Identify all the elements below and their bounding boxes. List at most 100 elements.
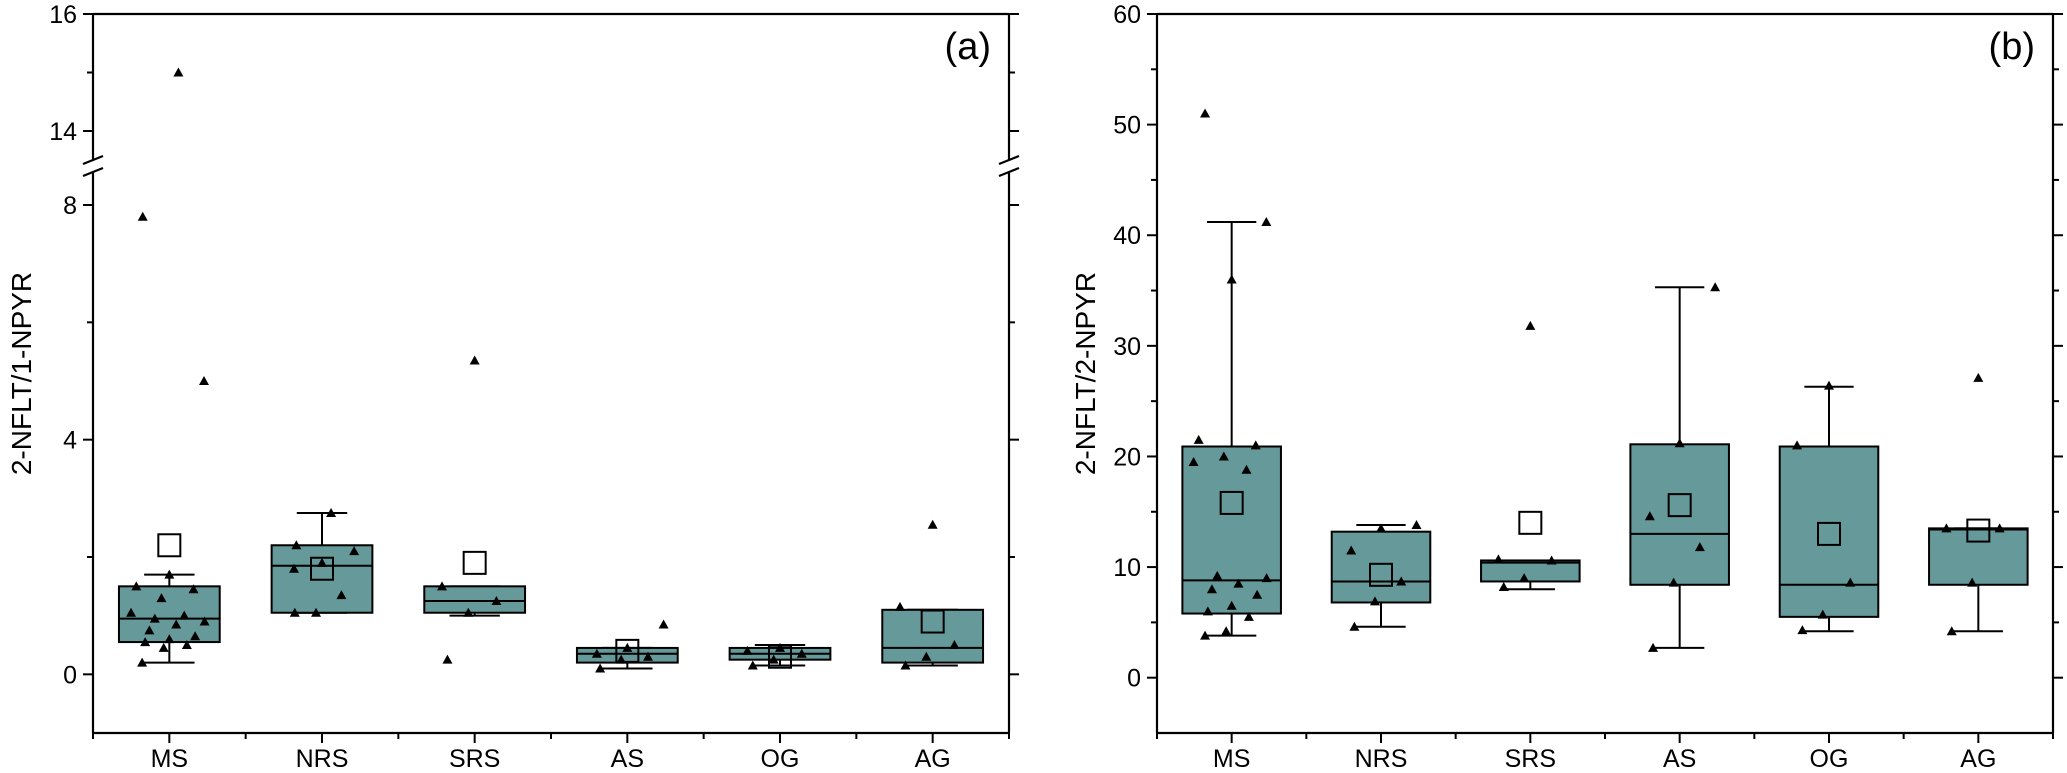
mean-marker (1966, 518, 1991, 543)
data-point (1519, 573, 1530, 583)
data-point (591, 648, 602, 658)
data-point (1233, 578, 1244, 588)
data-point (1498, 581, 1509, 591)
data-point (156, 593, 167, 603)
data-point (1202, 606, 1213, 616)
data-point (895, 601, 906, 611)
x-tick-label-srs: SRS (1505, 745, 1556, 773)
panel-label: (a) (945, 26, 991, 68)
data-point (437, 581, 448, 591)
data-point (1218, 451, 1229, 461)
mean-marker (1518, 510, 1543, 535)
data-point (1792, 440, 1803, 450)
data-point (1241, 464, 1252, 474)
data-point (1243, 611, 1254, 621)
data-point (1250, 440, 1261, 450)
data-point (595, 663, 606, 673)
panel-label: (b) (1989, 26, 2035, 68)
box-iqr (1181, 445, 1282, 615)
data-point (1817, 609, 1828, 619)
data-point (198, 376, 209, 385)
data-point (1648, 642, 1659, 652)
data-point (137, 657, 148, 667)
data-point (173, 67, 184, 77)
data-point (326, 508, 337, 517)
box-group-og (728, 642, 832, 670)
y-tick-label: 40 (1113, 222, 1141, 250)
y-axis-label: 2-NFLT/1-NPYR (6, 272, 37, 475)
x-tick-label-ag: AG (915, 745, 951, 773)
data-point (188, 584, 199, 594)
mean-marker (310, 556, 334, 581)
box-group-srs (1480, 320, 1581, 591)
data-point (140, 637, 151, 647)
data-point (1396, 576, 1407, 586)
mean-marker (1667, 493, 1692, 518)
data-point (1226, 274, 1237, 284)
data-point (144, 625, 155, 635)
box-group-ms (1181, 108, 1282, 640)
data-point (1349, 621, 1360, 631)
mean-marker (1817, 521, 1841, 546)
mean-marker (615, 638, 640, 663)
data-point (1226, 600, 1237, 610)
box-group-as (1629, 282, 1730, 652)
box-iqr (1480, 559, 1581, 583)
data-point (199, 616, 210, 626)
data-point (1973, 372, 1984, 382)
y-tick-label: 4 (63, 427, 77, 455)
data-point (1941, 523, 1952, 533)
x-tick-label-as: AS (611, 745, 644, 773)
box-group-srs (423, 355, 527, 664)
y-tick-label: 30 (1113, 333, 1141, 361)
x-tick-label-srs: SRS (449, 745, 500, 773)
axis-break-mark-right-2 (998, 166, 1020, 178)
data-point (1369, 596, 1380, 606)
data-point (1668, 577, 1679, 587)
box-iqr (423, 585, 527, 614)
box-group-ms (117, 67, 221, 667)
y-tick-label: 10 (1113, 554, 1141, 582)
data-point (149, 613, 160, 623)
data-point (1797, 625, 1808, 635)
data-point (1824, 380, 1834, 390)
data-point (742, 645, 753, 655)
data-point (1212, 570, 1223, 580)
box-group-ag (1928, 372, 2029, 636)
data-point (1221, 626, 1232, 636)
axis-break-mark-left-1 (82, 154, 104, 166)
data-point (622, 642, 633, 652)
data-point (1946, 626, 1957, 636)
data-point (747, 660, 758, 670)
data-point (164, 634, 175, 644)
data-point (1261, 216, 1272, 226)
data-point (927, 519, 938, 529)
y-tick-label: 14 (49, 118, 77, 146)
data-point (164, 569, 175, 579)
box-iqr (117, 585, 221, 644)
data-point (336, 590, 347, 600)
mean-marker (462, 550, 487, 575)
data-point (126, 607, 137, 617)
data-point (900, 660, 911, 670)
x-tick-label-og: OG (761, 745, 800, 773)
data-point (1845, 577, 1856, 587)
data-point (179, 610, 190, 620)
x-tick-label-nrs: NRS (1355, 745, 1408, 773)
y-tick-label: 8 (63, 192, 77, 220)
data-point (311, 607, 322, 617)
data-point (1644, 511, 1655, 521)
box-iqr (881, 608, 985, 664)
chart-panel-a: 0 4 8 14 16 MS NRS SRS AS OG AG 2-NFLT/1-NPYR (a) (6, 1, 1020, 773)
data-point (469, 355, 480, 365)
data-point (1200, 108, 1211, 118)
box-group-nrs (270, 508, 374, 617)
mean-marker (920, 609, 945, 634)
data-point (658, 619, 669, 629)
data-point (289, 563, 300, 573)
data-point (137, 211, 148, 221)
box-iqr (1778, 445, 1880, 618)
box-group-nrs (1330, 520, 1432, 631)
data-point (768, 654, 779, 664)
